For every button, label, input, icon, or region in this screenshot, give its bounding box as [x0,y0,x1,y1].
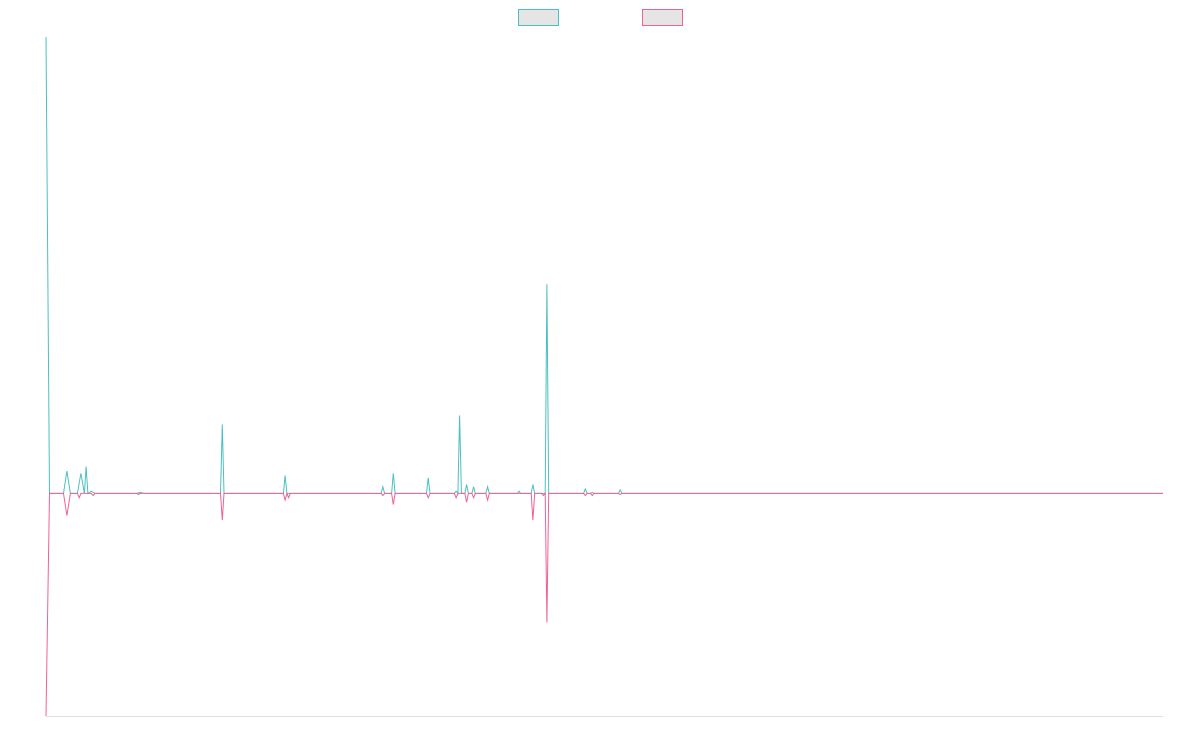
legend-swatch-2[interactable] [642,9,683,26]
series-line-2 [45,491,1163,717]
legend-item-2[interactable] [642,9,683,26]
legend [518,9,683,26]
plot-area [45,36,1163,717]
legend-swatch-1[interactable] [518,9,559,26]
series-line-1 [45,36,1163,495]
series-group [45,36,1163,717]
legend-item-1[interactable] [518,9,559,26]
